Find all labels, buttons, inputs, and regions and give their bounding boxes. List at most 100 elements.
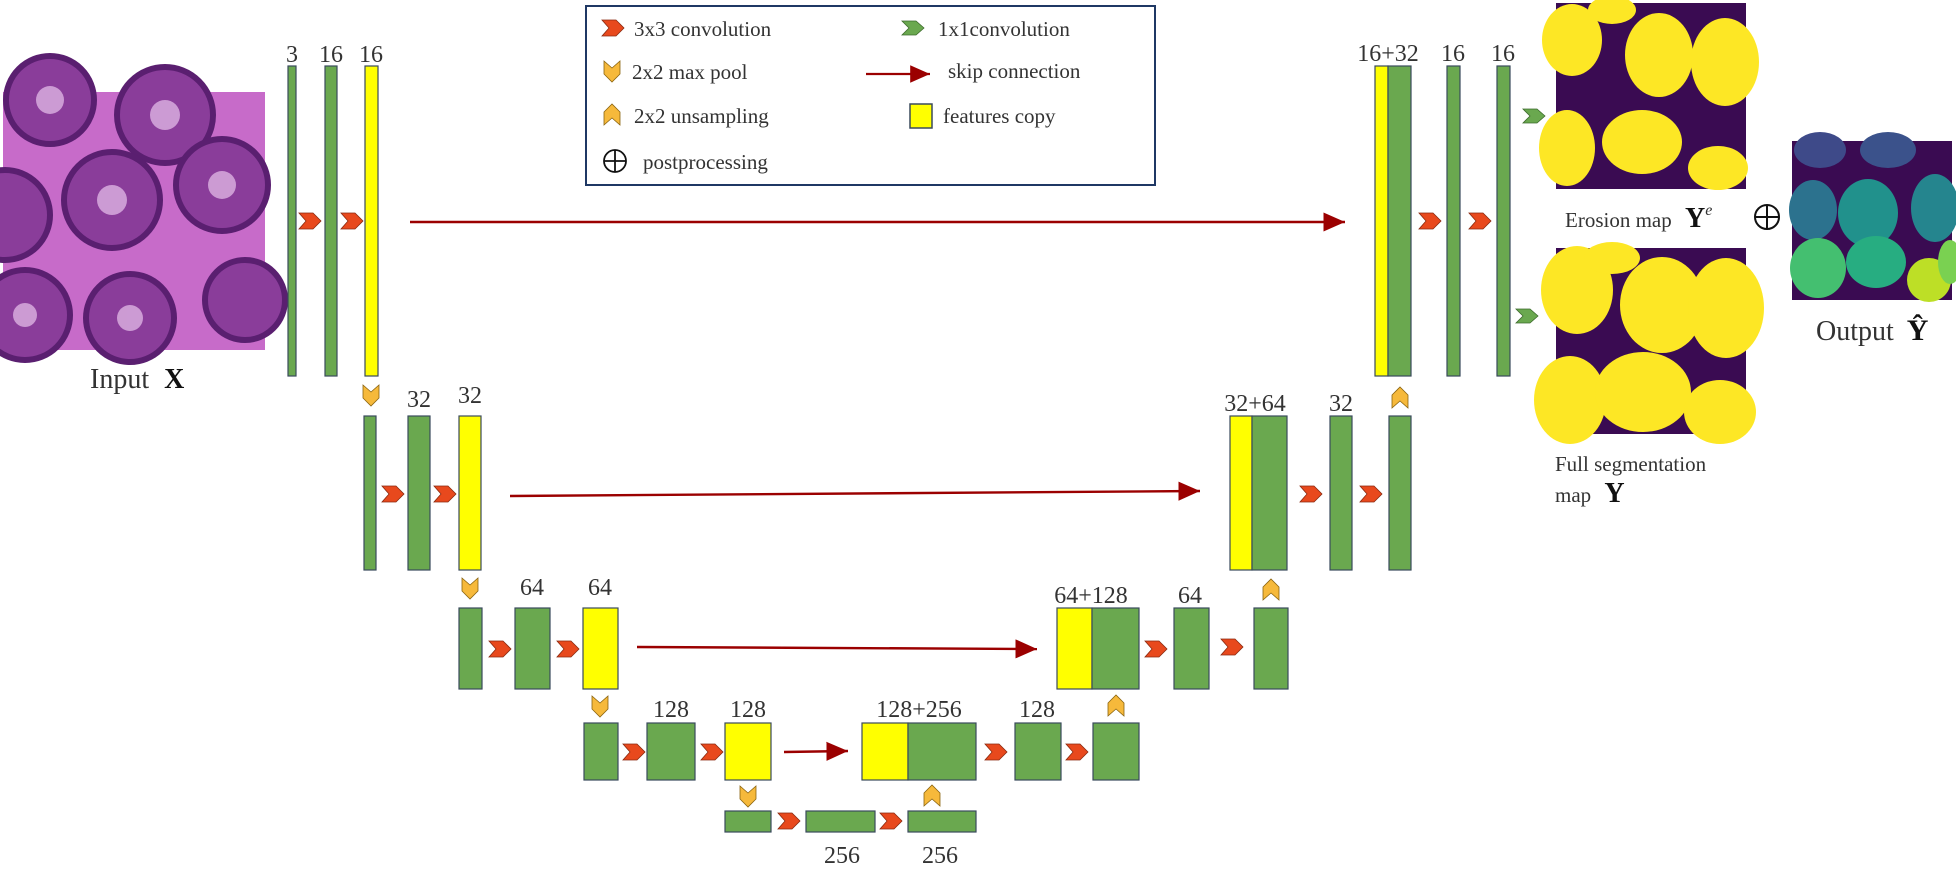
- feature-map-d1-3: [1496, 65, 1511, 377]
- conv-arrow-bottom-b: [879, 812, 903, 830]
- conv-arrow-d3-a: [1144, 640, 1168, 658]
- legend: 3x3 convolution 1x1convolution 2x2 max p…: [585, 5, 1156, 186]
- channels-label-l3-2: 64: [588, 575, 612, 601]
- input-symbol: X: [164, 364, 184, 395]
- upsample-arrow-bottom: [923, 784, 941, 807]
- decoder: 128+256 128 64+128 64 32+64 32 16+32 16 …: [861, 41, 1546, 781]
- erosion-caption: Erosion map Ye: [1565, 202, 1712, 234]
- channels-label-l4-1: 128: [653, 697, 689, 723]
- conv-arrow-l2-a: [381, 485, 405, 503]
- conv-arrow-d1-a: [1418, 212, 1442, 230]
- feature-map-bottom-3: [907, 810, 977, 833]
- conv-arrow-l3-b: [556, 640, 580, 658]
- maxpool-arrow-l2: [461, 577, 479, 600]
- channels-label-l2-2: 32: [458, 383, 482, 409]
- copy-map-d4: [861, 722, 909, 781]
- legend-postprocessing-label: postprocessing: [643, 150, 768, 174]
- legend-box: [585, 5, 1156, 186]
- features-copy-legend-icon: [909, 103, 933, 129]
- conv-arrow-d2-a: [1299, 485, 1323, 503]
- channels-label-d4-1: 128+256: [876, 697, 962, 723]
- conv-arrow-d3-b: [1220, 638, 1244, 656]
- conv-arrow-l4-a: [622, 743, 646, 761]
- feature-map-l3-3: [582, 607, 619, 690]
- legend-skip-label: skip connection: [948, 59, 1081, 83]
- conv-arrow-l3-a: [488, 640, 512, 658]
- channels-label-d1-3: 16: [1491, 41, 1515, 67]
- legend-maxpool-label: 2x2 max pool: [632, 60, 748, 84]
- channels-label-l2-1: 32: [407, 387, 431, 413]
- input-histology-image: [0, 53, 288, 365]
- upsample-arrow-d3: [1262, 578, 1280, 601]
- feature-map-d3-3: [1253, 607, 1289, 690]
- skip-connection-l4: [783, 741, 849, 761]
- channels-label-d2-1: 32+64: [1224, 391, 1286, 417]
- upsample-arrow-d4: [1107, 694, 1125, 717]
- feature-map-l2-2: [407, 415, 431, 571]
- feature-map-d2-3: [1388, 415, 1412, 571]
- oplus-postprocessing-icon: [1754, 204, 1780, 230]
- feature-map-l4-3: [724, 722, 772, 781]
- copy-map-d1: [1374, 65, 1389, 377]
- feature-map-l3-2: [514, 607, 551, 690]
- full-segmentation-map-image: [1534, 242, 1764, 444]
- skip-connection-l3: [636, 639, 1038, 659]
- erosion-map-image: [1539, 0, 1759, 190]
- feature-map-d1-1: [1387, 65, 1412, 377]
- encoder: 3 16 16 32 32 64 64 128 128: [286, 42, 772, 808]
- feature-map-d4-2: [1014, 722, 1062, 781]
- conv1x1-arrow-erosion: [1522, 108, 1546, 124]
- feature-map-d2-2: [1329, 415, 1353, 571]
- channels-label-d1-2: 16: [1441, 41, 1465, 67]
- conv-arrow-d1-b: [1468, 212, 1492, 230]
- conv-arrow-l1-b: [340, 212, 364, 230]
- output-caption: Output Ŷ: [1816, 314, 1929, 347]
- channels-label-l1-1: 3: [286, 42, 298, 68]
- output-caption-text: Output: [1816, 316, 1894, 347]
- feature-map-d1-2: [1446, 65, 1461, 377]
- conv-arrow-d2-b: [1359, 485, 1383, 503]
- feature-map-bottom-1: [724, 810, 772, 833]
- feature-map-l2-1: [363, 415, 377, 571]
- legend-features-copy-label: features copy: [943, 104, 1056, 128]
- feature-map-l3-1: [458, 607, 483, 690]
- feature-map-l1-2: [324, 65, 338, 377]
- input-caption-text: Input: [90, 364, 149, 395]
- full-seg-caption-map: map: [1555, 483, 1591, 507]
- feature-map-d2-1: [1251, 415, 1288, 571]
- output-instance-map-image: [1789, 132, 1956, 302]
- channels-label-l3-1: 64: [520, 575, 544, 601]
- oplus-legend-icon: [603, 149, 627, 173]
- maxpool-arrow-l1: [362, 384, 380, 407]
- feature-map-d3-1: [1091, 607, 1140, 690]
- input-caption: Input X: [90, 364, 184, 395]
- feature-map-d3-2: [1173, 607, 1210, 690]
- erosion-symbol: Y: [1685, 203, 1705, 234]
- erosion-caption-text: Erosion map: [1565, 208, 1672, 232]
- feature-map-d4-3: [1092, 722, 1140, 781]
- svg-text:Input X: Input X: [90, 364, 184, 395]
- conv-arrow-d4-b: [1065, 743, 1089, 761]
- legend-conv1x1-label: 1x1convolution: [938, 17, 1070, 41]
- channels-label-d3-1: 64+128: [1054, 583, 1128, 609]
- channels-label-l1-3: 16: [359, 42, 383, 68]
- channels-label-d2-2: 32: [1329, 391, 1353, 417]
- channels-label-d3-2: 64: [1178, 583, 1202, 609]
- conv-arrow-bottom-a: [777, 812, 801, 830]
- copy-map-d2: [1229, 415, 1253, 571]
- conv-arrow-d4-a: [984, 743, 1008, 761]
- conv-arrow-l2-b: [433, 485, 457, 503]
- erosion-superscript: e: [1705, 202, 1712, 219]
- channels-label-bottom-2: 256: [922, 843, 958, 869]
- feature-map-bottom-2: [805, 810, 876, 833]
- channels-label-d4-2: 128: [1019, 697, 1055, 723]
- feature-map-l1-3: [364, 65, 379, 377]
- upsample-arrow-d2: [1391, 386, 1409, 409]
- feature-map-l4-1: [583, 722, 619, 781]
- full-seg-caption-line2: map Y: [1555, 478, 1625, 509]
- conv-arrow-l4-b: [700, 743, 724, 761]
- output-symbol: Ŷ: [1907, 314, 1929, 347]
- channels-label-bottom-1: 256: [824, 843, 860, 869]
- bottleneck: 256 256: [724, 784, 977, 869]
